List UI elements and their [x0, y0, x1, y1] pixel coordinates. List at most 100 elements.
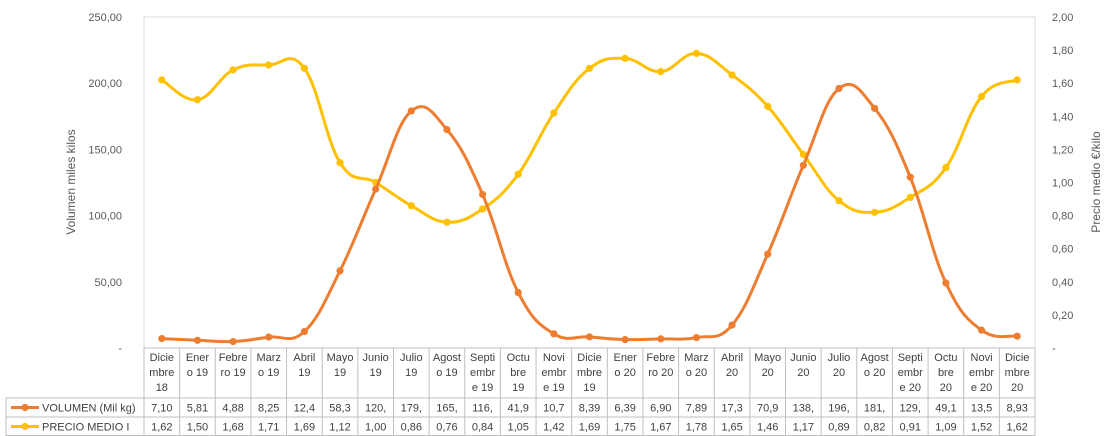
- legend-label: VOLUMEN (Mil kg): [42, 403, 136, 415]
- table-cell-value: 138,: [793, 403, 814, 415]
- x-category-line: ro 20: [648, 367, 673, 379]
- series-line: [160, 82, 1019, 344]
- data-point: [158, 334, 166, 343]
- data-point: [443, 125, 451, 134]
- data-point: [728, 71, 736, 79]
- y-right-tick-label: 0,40: [1052, 277, 1073, 289]
- data-point: [906, 173, 914, 181]
- table-cell-value: 8,25: [258, 403, 279, 415]
- x-category-line: bre: [938, 367, 954, 379]
- y-right-tick-label: 1,60: [1052, 78, 1073, 90]
- x-category-line: 18: [156, 382, 168, 394]
- x-category-label: Septi embr e 19: [470, 352, 495, 394]
- x-category-label: Junio 20: [790, 352, 816, 379]
- x-category-line: o 19: [187, 367, 208, 379]
- x-category-line: Junio: [363, 352, 389, 364]
- y-right-tick-label: 0,60: [1052, 244, 1073, 256]
- data-point: [158, 76, 166, 84]
- x-category-label: Febre ro 20: [646, 352, 675, 379]
- x-category-line: o 20: [864, 367, 885, 379]
- series-precio: [158, 49, 1021, 226]
- data-point: [550, 330, 558, 338]
- data-point: [585, 64, 594, 72]
- data-point: [977, 326, 986, 334]
- data-point: [229, 337, 237, 346]
- x-category-line: 19: [583, 382, 595, 394]
- x-category-line: e 19: [472, 382, 493, 394]
- table-cell-value: 1,71: [258, 422, 279, 434]
- data-point: [265, 333, 273, 341]
- data-point: [871, 104, 879, 112]
- x-category-line: Marz: [257, 352, 281, 364]
- table-cell-value: 179,: [401, 403, 422, 415]
- x-category-label: Marz o 19: [257, 352, 281, 379]
- data-point: [764, 250, 772, 258]
- y-left-tick-label: 50,00: [94, 277, 122, 289]
- x-category-line: 19: [405, 367, 417, 379]
- table-cell-value: 116,: [472, 403, 493, 415]
- y-axis-right-title: Precio medio €/kilo: [1089, 131, 1103, 233]
- data-point: [621, 54, 629, 62]
- table-cell-value: 7,10: [151, 403, 172, 415]
- legend-key-volumen: VOLUMEN (Mil kg): [11, 403, 136, 415]
- x-category-line: 19: [370, 367, 382, 379]
- x-category-line: bre: [510, 367, 526, 379]
- x-category-line: o 19: [258, 367, 279, 379]
- series-line: [160, 51, 1019, 224]
- data-point: [193, 96, 202, 104]
- x-category-label: Ener o 19: [186, 352, 210, 379]
- table-cell-value: 6,90: [650, 403, 671, 415]
- table-cell-value: 1,09: [935, 422, 956, 434]
- x-category-label: Novi embr e 20: [969, 352, 994, 394]
- table-cell-value: 165,: [436, 403, 457, 415]
- x-category-label: Abril 19: [293, 352, 315, 379]
- data-point: [265, 61, 273, 69]
- data-point: [372, 185, 380, 193]
- x-category-line: Agost: [433, 352, 461, 364]
- x-category-label: Julio 20: [828, 352, 851, 379]
- x-category-line: Mayo: [327, 352, 354, 364]
- data-point: [300, 64, 308, 72]
- table-cell-value: 1,78: [686, 422, 707, 434]
- y-right-tick-label: 1,20: [1052, 144, 1073, 156]
- table-cell-value: 58,3: [329, 403, 350, 415]
- y-axis-right-ticks: - 0,20 0,40 0,60 0,80 1,00 1,20 1,40 1,60 1,80 2,0…: [1052, 12, 1073, 355]
- x-category-line: 19: [512, 382, 524, 394]
- x-category-line: Dicie: [1005, 352, 1029, 364]
- table-cell-value: 1,50: [187, 422, 208, 434]
- x-category-line: Septi: [898, 352, 923, 364]
- series-volumen: [158, 82, 1021, 346]
- table-cell-value: 1,12: [329, 422, 350, 434]
- data-point: [478, 205, 487, 213]
- x-category-label: Octu bre 19: [507, 352, 530, 394]
- y-left-tick-label: 100,00: [88, 211, 122, 223]
- data-point: [942, 279, 950, 287]
- data-point: [1013, 332, 1021, 340]
- y-left-tick-label: 150,00: [88, 144, 122, 156]
- data-point: [906, 193, 914, 201]
- x-category-line: 20: [833, 367, 845, 379]
- table-cell-value: 13,5: [971, 403, 992, 415]
- x-category-line: o 20: [614, 367, 635, 379]
- table-cell-value: 1,62: [1006, 422, 1027, 434]
- legend-marker: [21, 403, 29, 412]
- x-category-line: e 19: [543, 382, 564, 394]
- x-category-label: Mayo 20: [754, 352, 781, 379]
- data-point: [336, 159, 344, 167]
- x-category-label: Julio 19: [400, 352, 423, 379]
- x-category-line: Novi: [971, 352, 993, 364]
- x-category-line: Febre: [646, 352, 675, 364]
- data-point: [871, 208, 879, 216]
- data-point: [193, 336, 202, 344]
- x-category-line: o 19: [436, 367, 457, 379]
- x-category-label: Abril 20: [721, 352, 743, 379]
- data-point: [835, 197, 843, 205]
- y-left-tick-label: -: [118, 343, 122, 355]
- table-cell-value: 0,89: [828, 422, 849, 434]
- y-right-tick-label: 1,40: [1052, 111, 1073, 123]
- x-category-line: Julio: [400, 352, 423, 364]
- x-category-line: embr: [470, 367, 495, 379]
- x-category-line: mbre: [1005, 367, 1030, 379]
- x-category-line: Marz: [684, 352, 708, 364]
